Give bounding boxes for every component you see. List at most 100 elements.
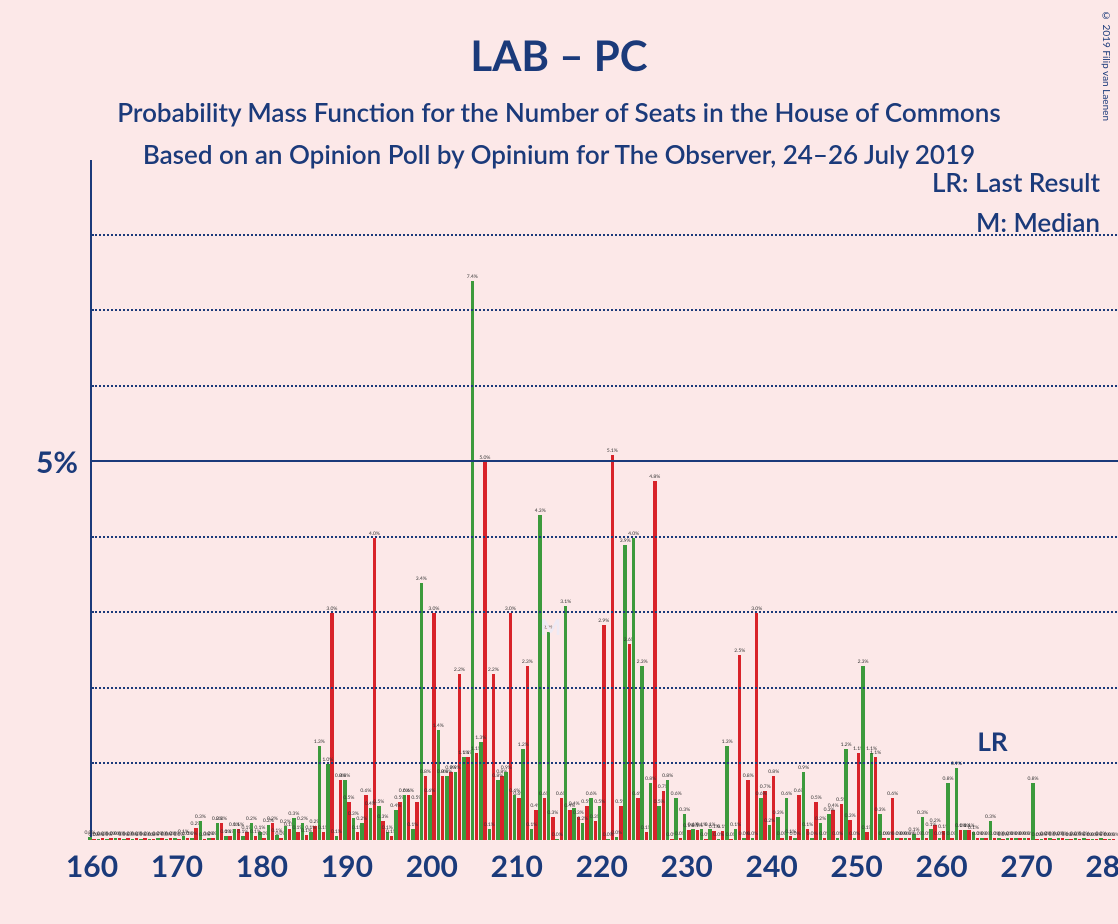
gridline xyxy=(92,385,1118,387)
bar-red xyxy=(92,839,96,840)
bar-value-label: 0.1% xyxy=(484,822,495,828)
bar-red xyxy=(492,674,496,840)
bar-value-label: 4.3% xyxy=(535,508,546,514)
bar-green xyxy=(148,839,152,840)
bar-green xyxy=(216,823,220,840)
bar-red xyxy=(1001,839,1005,841)
bar-value-label: 0.2% xyxy=(815,816,826,822)
bar-green xyxy=(326,764,330,840)
bar-green xyxy=(165,839,169,840)
bar-green xyxy=(997,838,1001,840)
bar-value-label: 0.3% xyxy=(845,813,856,819)
bar-red xyxy=(925,838,929,840)
bar-red xyxy=(203,839,207,840)
bar-red xyxy=(211,838,215,840)
bar-red xyxy=(602,625,606,840)
bar-value-label: 0.2% xyxy=(297,816,308,822)
bar-red xyxy=(347,802,351,840)
bars-container: 0.0%0.0%0.0%0.0%0.0%0.0%0.0%0.0%0.0%0.0%… xyxy=(92,160,1118,840)
bar-value-label: 0.2% xyxy=(356,816,367,822)
bar-red xyxy=(126,838,130,840)
bar-green xyxy=(802,772,806,840)
bar-green xyxy=(233,829,237,840)
bar-value-label: 2.3% xyxy=(522,659,533,665)
bar-red xyxy=(177,839,181,841)
bar-green xyxy=(836,838,840,840)
bar-red xyxy=(696,830,700,840)
bar-red xyxy=(772,776,776,840)
bar-value-label: 0.0% xyxy=(849,831,860,837)
bar-value-label: 0.8% xyxy=(1027,776,1038,782)
bar-green xyxy=(267,825,271,840)
bar-value-label: 3.4% xyxy=(416,576,427,582)
bar-value-label: 0.8% xyxy=(420,769,431,775)
bar-value-label: 0.3% xyxy=(773,810,784,816)
bar-value-label: 0.3% xyxy=(985,814,996,820)
bar-green xyxy=(1108,839,1112,841)
copyright-text: © 2019 Filip van Laenen xyxy=(1100,10,1112,121)
bar-value-label: 0.2% xyxy=(764,818,775,824)
bar-green xyxy=(606,839,610,841)
bar-value-label: 1.3% xyxy=(475,735,486,741)
bar-green xyxy=(403,795,407,840)
bar-green xyxy=(1057,838,1061,840)
bar-value-label: 0.3% xyxy=(917,810,928,816)
x-axis-tick: 250 xyxy=(831,848,883,884)
bar-value-label: 0.3% xyxy=(875,807,886,813)
bar-red xyxy=(109,838,113,840)
bar-red xyxy=(169,838,173,840)
bar-green xyxy=(929,829,933,840)
bar-value-label: 0.0% xyxy=(790,831,801,837)
bar-red xyxy=(356,832,360,840)
bar-value-label: 0.0% xyxy=(713,832,724,838)
bar-green xyxy=(139,839,143,841)
bar-value-label: 5.1% xyxy=(607,448,618,454)
bar-green xyxy=(1048,838,1052,840)
bar-value-label: 0.6% xyxy=(671,791,682,797)
bar-red xyxy=(738,655,742,840)
bar-green xyxy=(649,783,653,840)
bar-red xyxy=(135,838,139,840)
gridline xyxy=(92,611,1118,613)
bar-red xyxy=(458,674,462,840)
bar-red xyxy=(441,776,445,840)
bar-value-label: 0.9% xyxy=(501,765,512,771)
bar-value-label: 0.6% xyxy=(586,791,597,797)
bar-red xyxy=(390,836,394,840)
bar-value-label: 0.8% xyxy=(743,773,754,779)
bar-green xyxy=(411,829,415,840)
bar-red xyxy=(407,795,411,840)
bar-value-label: 0.3% xyxy=(195,814,206,820)
bar-green xyxy=(640,666,644,840)
bar-green xyxy=(114,838,118,840)
bar-value-label: 0.2% xyxy=(577,816,588,822)
bar-green xyxy=(955,768,959,840)
bar-value-label: 0.8% xyxy=(339,773,350,779)
bar-green xyxy=(513,795,517,840)
bar-red xyxy=(780,838,784,840)
bar-value-label: 0.1% xyxy=(802,822,813,828)
bar-red xyxy=(594,821,598,840)
bar-value-label: 0.1% xyxy=(305,825,316,831)
bar-green xyxy=(394,810,398,840)
bar-green xyxy=(691,829,695,840)
bar-value-label: 0.5% xyxy=(373,799,384,805)
bar-red xyxy=(424,776,428,840)
bar-value-label: 0.1% xyxy=(730,822,741,828)
bar-green xyxy=(657,806,661,840)
bar-green xyxy=(555,839,559,841)
bar-green xyxy=(224,836,228,840)
bar-value-label: 0.5% xyxy=(343,795,354,801)
bar-green xyxy=(1006,838,1010,840)
bar-green xyxy=(861,666,865,840)
bar-red xyxy=(1061,838,1065,840)
bar-value-label: 0.3% xyxy=(547,810,558,816)
bar-red xyxy=(1018,838,1022,840)
bar-green xyxy=(462,757,466,840)
bar-value-label: 0.1% xyxy=(526,822,537,828)
bar-red xyxy=(101,838,105,840)
bar-red xyxy=(322,832,326,840)
bar-red xyxy=(729,839,733,841)
bar-green xyxy=(377,806,381,840)
bar-red xyxy=(789,836,793,840)
